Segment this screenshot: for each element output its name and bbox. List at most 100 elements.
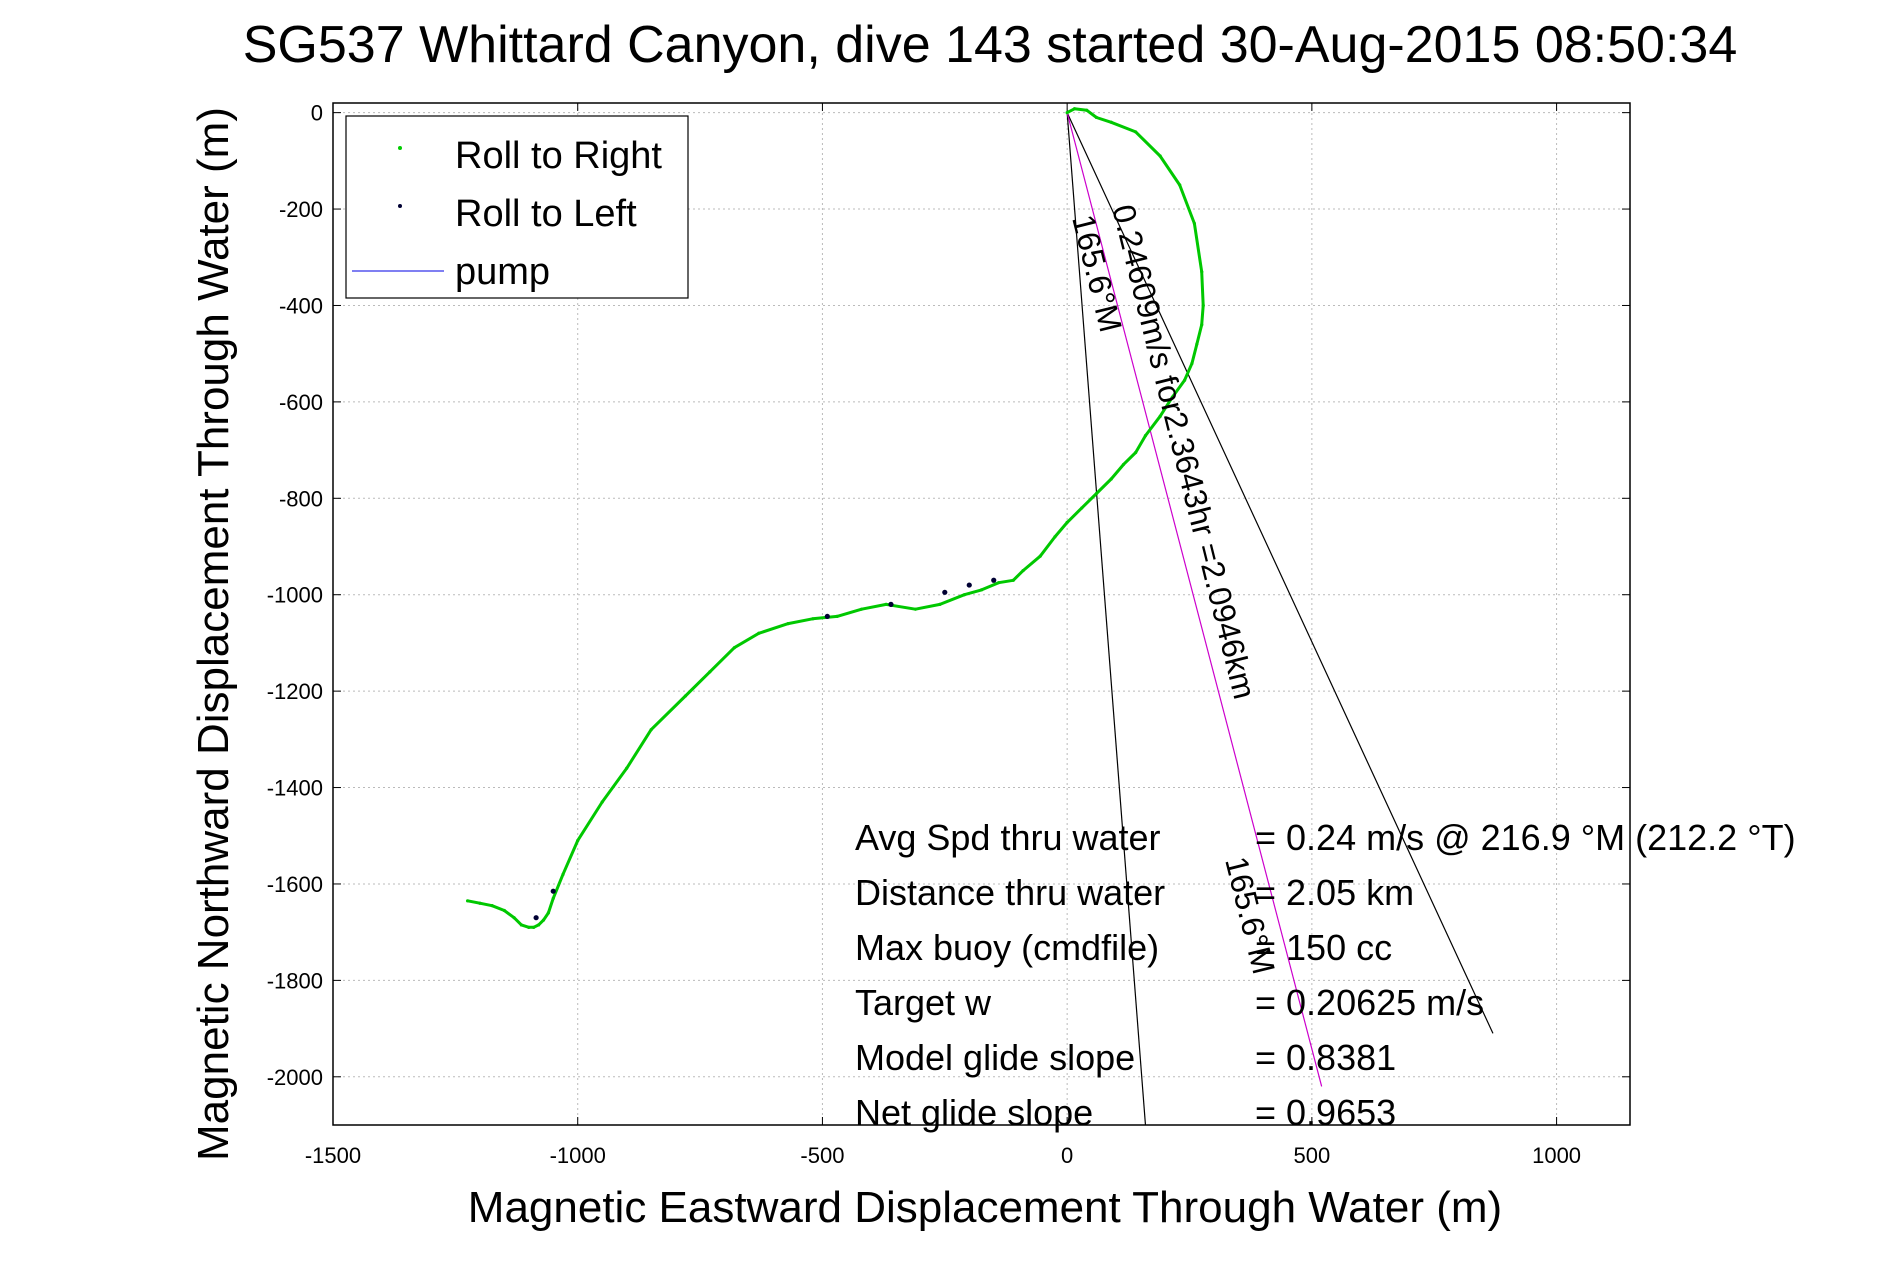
roll-to-left-point [888, 601, 894, 607]
y-tick-label: -600 [279, 390, 323, 415]
roll-to-right-point [512, 916, 516, 920]
roll-to-left-point [550, 888, 556, 894]
y-tick-label: -1000 [267, 583, 323, 608]
roll-to-right-point [1158, 154, 1162, 158]
roll-to-right-point [1065, 520, 1069, 525]
roll-to-right-point [1072, 107, 1077, 111]
stat-label: Model glide slope [855, 1037, 1135, 1078]
roll-to-right-point [478, 901, 482, 905]
stat-value: = 0.24 m/s @ 216.9 °M (212.2 °T) [1255, 817, 1796, 858]
y-axis: 0 -200 -400 -600 -800 -1000 -1200 -1400 -1600 -18… [267, 101, 1630, 1090]
roll-to-right-point [938, 602, 942, 606]
legend-box [345, 115, 689, 299]
roll-to-right-point [1080, 506, 1084, 510]
legend-label: Roll to Right [455, 135, 662, 177]
reference-line-3 [1066, 112, 1323, 1087]
roll-to-right-point [1170, 395, 1174, 399]
roll-to-right-point [884, 602, 888, 606]
roll-to-right-point [532, 925, 536, 929]
roll-to-right-point [576, 838, 580, 843]
data-series [465, 107, 1205, 929]
roll-to-left-point [991, 577, 997, 583]
roll-to-right-point [1134, 130, 1138, 134]
stat-value: = 0.20625 m/s [1255, 982, 1484, 1023]
y-tick-label: -200 [279, 197, 323, 222]
legend-swatch-dot [398, 146, 402, 150]
y-tick-label: -1200 [267, 679, 323, 704]
x-tick-label: -500 [800, 1143, 844, 1168]
y-tick-label: -400 [279, 293, 323, 318]
roll-to-right-point [1053, 535, 1057, 539]
roll-to-right-point [600, 800, 604, 804]
x-tick-label: -1500 [305, 1143, 361, 1168]
roll-to-right-point [490, 904, 494, 908]
roll-to-right-point [979, 588, 984, 592]
y-tick-label: -2000 [267, 1065, 323, 1090]
x-axis: -1500 -1000 -500 0 500 1000 [305, 103, 1581, 1168]
roll-to-right-point [527, 925, 531, 929]
x-tick-label: 0 [1061, 1143, 1073, 1168]
reference-line-2 [1066, 112, 1147, 1126]
roll-to-right-point [465, 899, 470, 903]
roll-to-right-point [1190, 361, 1194, 365]
roll-to-right-point [1121, 462, 1126, 467]
stat-label: Target w [855, 982, 992, 1023]
stat-value: = 2.05 km [1255, 872, 1414, 913]
roll-to-right-point [683, 694, 687, 698]
roll-to-right-point [536, 923, 541, 927]
roll-to-right-point [1109, 120, 1113, 124]
x-axis-label: Magnetic Eastward Displacement Through W… [468, 1183, 1502, 1232]
roll-to-right-point [1183, 378, 1187, 382]
reference-lines [1066, 112, 1494, 1126]
y-tick-label: -1400 [267, 776, 323, 801]
roll-to-right-point [786, 622, 790, 626]
roll-to-right-point [541, 918, 546, 922]
legend-label: Roll to Left [455, 193, 637, 235]
chart-title: SG537 Whittard Canyon, dive 143 started … [243, 16, 1738, 74]
roll-to-left-point [942, 589, 948, 595]
legend: Roll to Right Roll to Left pump [345, 115, 689, 299]
roll-to-right-point [1201, 303, 1205, 308]
legend-swatch-dot [398, 204, 402, 208]
stat-value: = 0.9653 [1255, 1092, 1396, 1133]
roll-to-right-point [732, 646, 736, 650]
roll-to-right-point [997, 581, 1001, 585]
roll-to-right-point [835, 614, 839, 619]
roll-to-right-point [551, 896, 555, 901]
stat-value: = 0.8381 [1255, 1037, 1396, 1078]
roll-to-right-point [1038, 554, 1042, 558]
roll-to-right-point [757, 631, 761, 635]
roll-to-right-point [1094, 491, 1099, 496]
roll-to-left-point [533, 915, 539, 921]
y-tick-label: -1600 [267, 872, 323, 897]
roll-to-right-point [859, 607, 864, 611]
roll-to-right-point [1021, 569, 1025, 573]
roll-to-right-point [811, 617, 815, 621]
roll-to-right-point [1094, 115, 1099, 120]
x-tick-label: -1000 [550, 1143, 606, 1168]
stats-annotations: Avg Spd thru water = 0.24 m/s @ 216.9 °M … [855, 817, 1796, 1133]
roll-to-right-point [561, 872, 565, 876]
roll-to-right-point [625, 766, 629, 770]
roll-to-right-point [546, 911, 550, 915]
x-tick-label: 500 [1294, 1143, 1331, 1168]
roll-to-right-point [1200, 323, 1204, 327]
legend-label: pump [455, 251, 550, 293]
x-tick-label: 1000 [1532, 1143, 1581, 1168]
y-tick-label: -1800 [267, 968, 323, 993]
roll-to-right-point [1065, 111, 1069, 115]
y-axis-label: Magnetic Northward Displacement Through … [189, 107, 238, 1161]
roll-to-right-point [708, 670, 712, 674]
stat-value: = 150 cc [1255, 927, 1392, 968]
plot-area [332, 102, 1631, 1126]
roll-to-right-point [1178, 183, 1182, 187]
reference-line-1 [1066, 112, 1494, 1034]
roll-to-right-point [1143, 434, 1148, 438]
roll-to-right-point [1195, 342, 1199, 346]
roll-to-right-point [962, 593, 966, 597]
roll-to-right-point [1158, 414, 1162, 418]
stat-label: Avg Spd thru water [855, 817, 1161, 858]
roll-to-right-point [913, 607, 918, 611]
